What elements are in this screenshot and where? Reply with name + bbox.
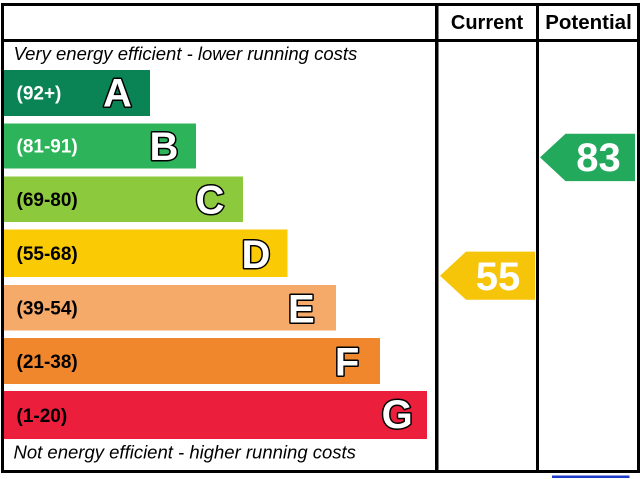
svg-text:55: 55 bbox=[476, 255, 521, 299]
svg-text:B: B bbox=[150, 125, 179, 169]
svg-text:Not energy efficient - higher: Not energy efficient - higher running co… bbox=[14, 442, 356, 463]
svg-text:F: F bbox=[335, 341, 359, 385]
svg-text:(92+): (92+) bbox=[17, 83, 62, 104]
svg-text:Very energy efficient - lower: Very energy efficient - lower running co… bbox=[14, 43, 358, 64]
svg-text:G: G bbox=[382, 393, 413, 437]
svg-text:C: C bbox=[196, 179, 225, 223]
svg-text:Current: Current bbox=[451, 12, 524, 34]
svg-text:(55-68): (55-68) bbox=[17, 244, 78, 265]
svg-text:(21-38): (21-38) bbox=[17, 352, 78, 373]
svg-text:D: D bbox=[242, 233, 271, 277]
svg-text:(69-80): (69-80) bbox=[17, 190, 78, 211]
svg-text:(1-20): (1-20) bbox=[17, 406, 68, 427]
svg-text:83: 83 bbox=[576, 136, 621, 180]
svg-text:(81-91): (81-91) bbox=[17, 137, 78, 158]
svg-text:E: E bbox=[288, 288, 315, 332]
svg-text:(39-54): (39-54) bbox=[17, 299, 78, 320]
svg-text:Potential: Potential bbox=[545, 11, 632, 34]
svg-text:A: A bbox=[103, 72, 132, 116]
